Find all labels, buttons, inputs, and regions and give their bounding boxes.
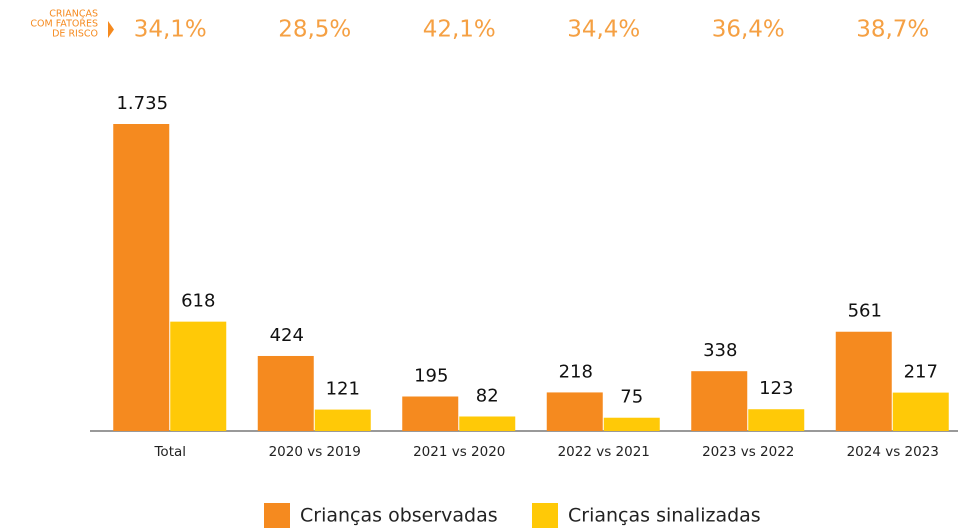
bar (835, 331, 892, 431)
bar (691, 371, 748, 431)
legend-swatch (532, 503, 558, 528)
x-tick-label: 2020 vs 2019 (269, 444, 361, 460)
legend-label: Crianças sinalizadas (568, 505, 761, 527)
risk-percent: 34,4% (567, 17, 640, 43)
bar (113, 124, 170, 431)
x-tick-label: 2022 vs 2021 (558, 444, 650, 460)
bar (603, 417, 660, 431)
x-tick-label: 2023 vs 2022 (702, 444, 794, 460)
bar (257, 355, 314, 431)
bar (402, 396, 459, 431)
data-label: 82 (476, 385, 499, 406)
data-label: 123 (759, 378, 793, 399)
risk-percent: 28,5% (278, 17, 351, 43)
risk-percent: 38,7% (856, 17, 929, 43)
x-tick-label: 2024 vs 2023 (847, 444, 939, 460)
legend-label: Crianças observadas (300, 505, 498, 527)
risk-label: DE RISCO (52, 29, 98, 40)
data-label: 561 (848, 301, 882, 322)
risk-percent: 34,1% (134, 17, 207, 43)
data-label: 75 (620, 387, 643, 408)
risk-arrow (108, 21, 114, 38)
risk-percent: 36,4% (712, 17, 785, 43)
legend-swatch (264, 503, 290, 528)
bar (546, 392, 603, 431)
risk-label: COM FATORES (30, 19, 98, 30)
bar (748, 409, 805, 431)
data-label: 217 (904, 362, 938, 383)
risk-label: CRIANÇAS (49, 9, 98, 20)
data-label: 121 (326, 379, 360, 400)
risk-percent: 42,1% (423, 17, 496, 43)
bar (892, 392, 949, 431)
data-label: 424 (270, 325, 304, 346)
data-label: 618 (181, 291, 215, 312)
x-tick-label: Total (153, 444, 186, 460)
bar (314, 409, 371, 431)
data-label: 218 (559, 361, 593, 382)
x-tick-label: 2021 vs 2020 (413, 444, 505, 460)
data-label: 338 (703, 340, 737, 361)
data-label: 1.735 (116, 93, 168, 114)
bar (459, 416, 516, 431)
data-label: 195 (414, 365, 448, 386)
bar (170, 321, 227, 431)
